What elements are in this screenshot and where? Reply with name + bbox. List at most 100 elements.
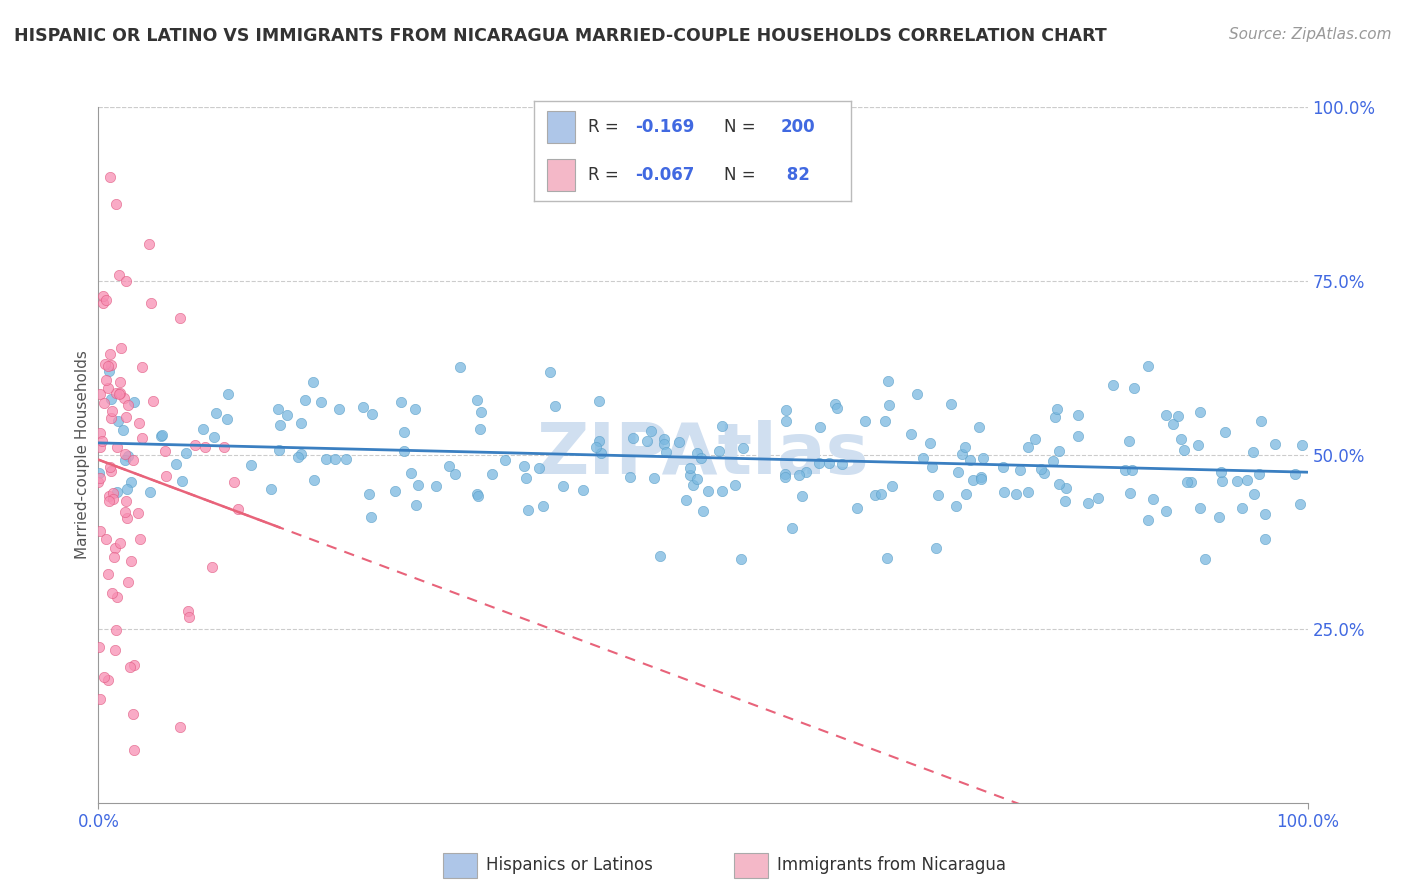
Point	[155, 468, 177, 483]
Point	[392, 425, 415, 439]
Point	[853, 414, 876, 428]
Point	[1208, 509, 1230, 524]
Point	[352, 400, 374, 414]
Point	[212, 440, 235, 454]
Point	[97, 381, 120, 395]
Point	[993, 485, 1015, 500]
Point	[775, 403, 797, 417]
Point	[107, 413, 129, 427]
Point	[1114, 463, 1136, 477]
Point	[538, 365, 561, 379]
Point	[89, 387, 111, 401]
Point	[105, 440, 128, 454]
Point	[269, 417, 291, 432]
Point	[876, 551, 898, 566]
Point	[91, 434, 114, 448]
Point	[865, 488, 887, 502]
Point	[89, 471, 111, 485]
Point	[481, 467, 503, 481]
Point	[115, 409, 138, 424]
Point	[302, 474, 325, 488]
Point	[117, 575, 139, 590]
Point	[1054, 493, 1077, 508]
Point	[1017, 485, 1039, 500]
Point	[177, 604, 200, 618]
Point	[690, 450, 713, 465]
Point	[87, 467, 110, 481]
Point	[294, 392, 316, 407]
Point	[100, 586, 122, 600]
Point	[1230, 501, 1253, 516]
Point	[1067, 408, 1090, 422]
Point	[682, 477, 704, 491]
Point	[1142, 491, 1164, 506]
Point	[104, 196, 127, 211]
Point	[153, 444, 176, 458]
Point	[103, 550, 125, 565]
Point	[825, 401, 848, 415]
Point	[1004, 487, 1026, 501]
Text: N =: N =	[724, 118, 761, 136]
Point	[108, 536, 131, 550]
Point	[97, 494, 120, 508]
Point	[174, 446, 197, 460]
Point	[551, 479, 574, 493]
Point	[652, 432, 675, 446]
Point	[89, 440, 111, 454]
Point	[138, 237, 160, 252]
Point	[905, 386, 928, 401]
Point	[790, 489, 813, 503]
Point	[87, 475, 110, 490]
Point	[118, 660, 141, 674]
Point	[636, 434, 658, 448]
Point	[205, 406, 228, 420]
Point	[129, 533, 152, 547]
FancyBboxPatch shape	[547, 159, 575, 191]
Point	[686, 446, 709, 460]
Point	[1047, 477, 1070, 491]
Point	[114, 447, 136, 461]
Point	[1175, 475, 1198, 489]
Point	[290, 416, 312, 430]
Point	[877, 398, 900, 412]
Point	[239, 458, 262, 472]
Point	[105, 385, 128, 400]
Point	[131, 359, 153, 374]
Point	[97, 566, 120, 581]
Text: ZIPAtlas: ZIPAtlas	[537, 420, 869, 490]
Point	[970, 469, 993, 483]
Point	[1077, 496, 1099, 510]
Point	[643, 471, 665, 485]
Point	[1136, 512, 1159, 526]
Point	[1156, 504, 1178, 518]
Point	[900, 427, 922, 442]
Point	[1066, 429, 1088, 443]
Point	[94, 293, 117, 307]
Point	[100, 410, 122, 425]
Point	[117, 511, 139, 525]
Point	[404, 401, 426, 416]
Point	[276, 408, 298, 422]
Point	[169, 311, 191, 326]
Point	[89, 425, 111, 440]
Point	[112, 392, 135, 406]
Point	[955, 440, 977, 454]
Point	[183, 438, 205, 452]
Text: 82: 82	[782, 166, 810, 184]
Point	[1236, 473, 1258, 487]
Point	[686, 472, 709, 486]
Point	[392, 443, 415, 458]
Point	[94, 373, 117, 387]
Point	[824, 396, 846, 410]
Point	[724, 478, 747, 492]
Point	[89, 692, 111, 706]
Point	[588, 434, 610, 449]
Point	[177, 610, 200, 624]
Point	[527, 461, 550, 475]
Point	[1284, 467, 1306, 481]
Point	[360, 509, 382, 524]
Point	[531, 499, 554, 513]
Point	[91, 296, 114, 310]
Point	[122, 743, 145, 757]
Point	[972, 451, 994, 466]
